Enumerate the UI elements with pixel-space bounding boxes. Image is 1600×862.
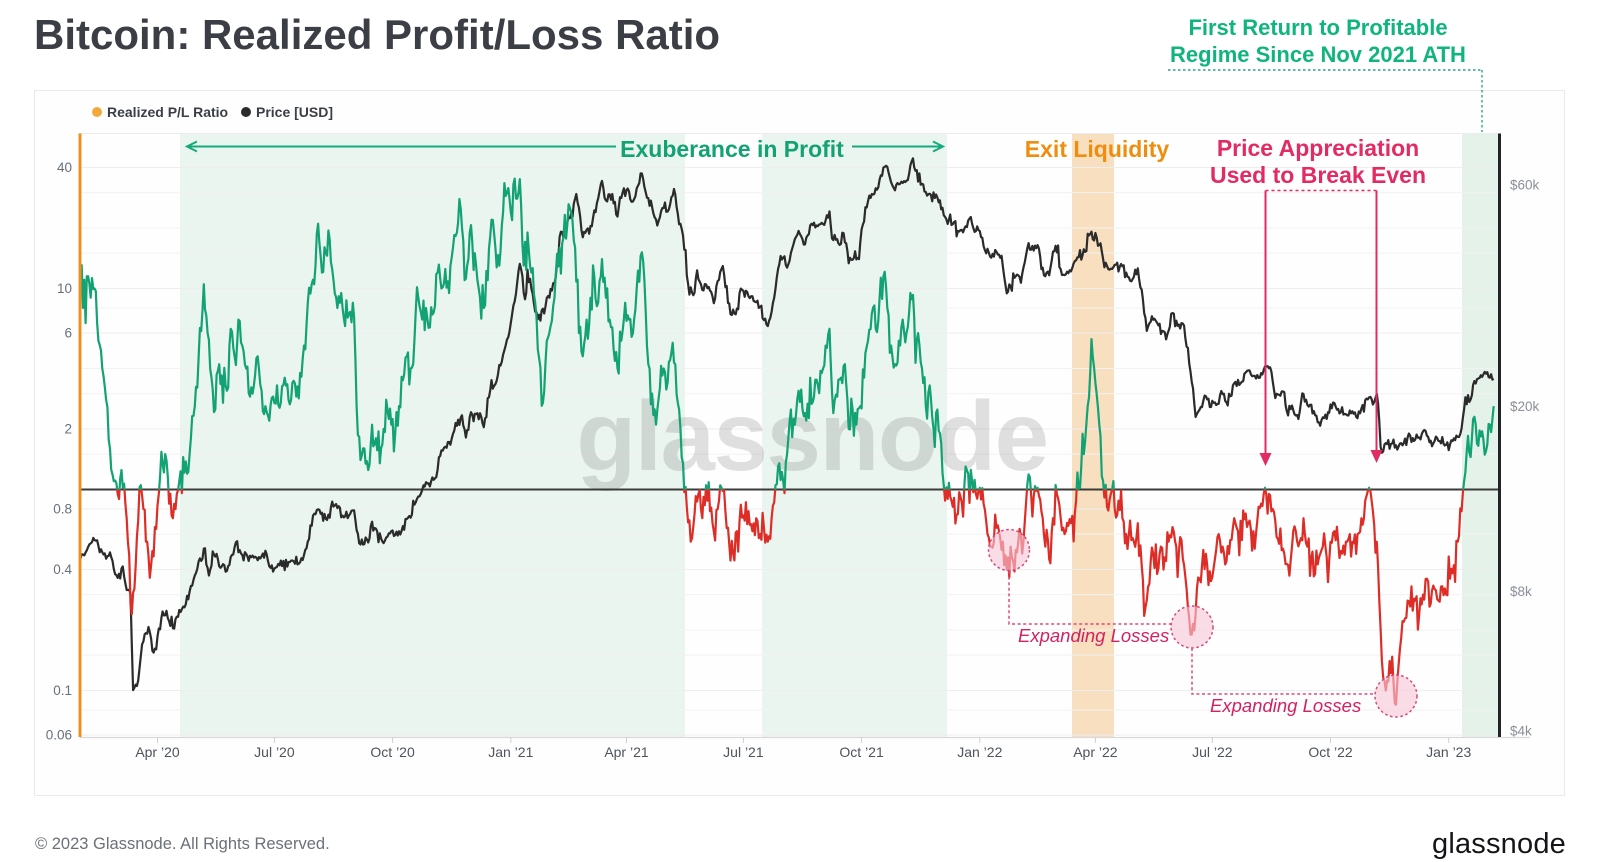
svg-text:0.8: 0.8	[53, 502, 72, 517]
svg-text:Jan ’23: Jan ’23	[1426, 744, 1471, 760]
svg-text:Apr ’22: Apr ’22	[1073, 744, 1118, 760]
svg-text:Exit Liquidity: Exit Liquidity	[1025, 136, 1170, 162]
svg-text:2: 2	[64, 422, 72, 437]
svg-text:$4k: $4k	[1510, 724, 1532, 739]
svg-text:Jul ’21: Jul ’21	[723, 744, 764, 760]
svg-text:Expanding Losses: Expanding Losses	[1018, 625, 1169, 646]
svg-text:Used to Break Even: Used to Break Even	[1210, 162, 1426, 188]
svg-text:Oct ’20: Oct ’20	[370, 744, 415, 760]
svg-text:Jan ’22: Jan ’22	[957, 744, 1002, 760]
svg-text:Oct ’21: Oct ’21	[839, 744, 884, 760]
svg-text:glassnode: glassnode	[1432, 828, 1566, 860]
svg-text:Expanding Losses: Expanding Losses	[1210, 695, 1361, 716]
svg-text:Price Appreciation: Price Appreciation	[1217, 135, 1419, 161]
svg-text:Apr ’20: Apr ’20	[135, 744, 180, 760]
svg-text:40: 40	[57, 160, 72, 175]
svg-text:Exuberance in Profit: Exuberance in Profit	[620, 136, 844, 162]
svg-text:6: 6	[64, 326, 72, 341]
svg-text:Price [USD]: Price [USD]	[256, 104, 333, 120]
svg-text:Regime Since Nov 2021 ATH: Regime Since Nov 2021 ATH	[1170, 42, 1466, 67]
svg-text:Realized P/L Ratio: Realized P/L Ratio	[107, 104, 228, 120]
svg-text:Jan ’21: Jan ’21	[488, 744, 533, 760]
svg-text:Jul ’20: Jul ’20	[254, 744, 295, 760]
svg-text:First Return to Profitable: First Return to Profitable	[1188, 15, 1447, 40]
svg-text:10: 10	[57, 281, 72, 296]
svg-text:$60k: $60k	[1510, 178, 1540, 193]
svg-text:Bitcoin: Realized Profit/Loss: Bitcoin: Realized Profit/Loss Ratio	[34, 11, 720, 58]
svg-text:0.06: 0.06	[46, 728, 72, 743]
svg-text:Oct ’22: Oct ’22	[1308, 744, 1353, 760]
svg-text:0.1: 0.1	[53, 683, 72, 698]
svg-text:Jul ’22: Jul ’22	[1192, 744, 1233, 760]
svg-text:$8k: $8k	[1510, 584, 1532, 599]
svg-text:Apr ’21: Apr ’21	[604, 744, 649, 760]
svg-text:© 2023 Glassnode. All Rights R: © 2023 Glassnode. All Rights Reserved.	[35, 835, 330, 853]
svg-text:$20k: $20k	[1510, 399, 1540, 414]
svg-text:0.4: 0.4	[53, 562, 72, 577]
